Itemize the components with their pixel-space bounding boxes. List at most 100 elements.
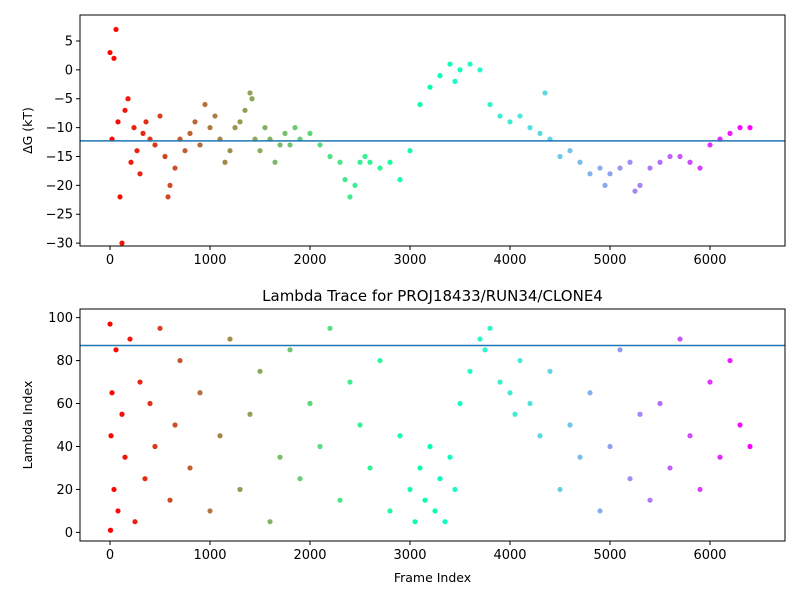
data-point bbox=[507, 390, 513, 396]
data-point bbox=[537, 130, 543, 136]
data-point bbox=[187, 130, 193, 136]
data-point bbox=[667, 465, 673, 471]
data-point bbox=[542, 90, 548, 96]
data-point bbox=[482, 347, 488, 353]
data-point bbox=[627, 159, 633, 165]
data-point bbox=[567, 422, 573, 428]
y-tick-label: 80 bbox=[56, 354, 73, 369]
data-point bbox=[182, 148, 188, 154]
y-tick-label: 0 bbox=[65, 63, 73, 78]
data-point bbox=[247, 411, 253, 417]
data-point bbox=[152, 142, 158, 148]
data-point bbox=[587, 171, 593, 177]
delta-g-axes-frame bbox=[79, 14, 786, 247]
data-point bbox=[432, 508, 438, 514]
data-point bbox=[297, 476, 303, 482]
data-point bbox=[452, 486, 458, 493]
data-point bbox=[267, 519, 273, 525]
data-point bbox=[167, 497, 173, 503]
data-point bbox=[249, 96, 255, 102]
data-point bbox=[697, 165, 703, 171]
data-point bbox=[487, 101, 493, 108]
data-point bbox=[307, 130, 313, 136]
data-point bbox=[272, 159, 278, 165]
data-point bbox=[132, 519, 138, 525]
data-point bbox=[557, 153, 563, 160]
data-point bbox=[387, 508, 393, 514]
data-point bbox=[457, 67, 463, 73]
y-tick-label: −10 bbox=[46, 121, 73, 136]
data-point bbox=[357, 159, 363, 165]
data-point bbox=[657, 400, 663, 407]
data-point bbox=[717, 454, 723, 460]
y-tick-label: 0 bbox=[65, 526, 73, 541]
data-point bbox=[637, 411, 643, 417]
data-point bbox=[247, 90, 253, 96]
data-point bbox=[212, 113, 218, 119]
y-tick-label: 40 bbox=[56, 440, 73, 455]
data-point bbox=[537, 433, 543, 439]
data-point bbox=[157, 325, 163, 331]
data-point bbox=[427, 84, 433, 90]
data-point bbox=[512, 411, 518, 417]
data-point bbox=[647, 497, 653, 503]
data-point bbox=[152, 443, 158, 450]
x-tick-label: 2000 bbox=[293, 548, 326, 563]
y-tick-label: −30 bbox=[46, 237, 73, 252]
data-point bbox=[202, 101, 208, 108]
data-point bbox=[517, 357, 523, 364]
data-point bbox=[317, 142, 323, 148]
data-point bbox=[140, 130, 146, 136]
data-point bbox=[737, 125, 743, 131]
data-point bbox=[342, 176, 348, 183]
data-point bbox=[607, 171, 613, 177]
delta-g-y-ticks: −30 −25 −20 −15 −10 −5 0 5 bbox=[46, 34, 80, 252]
data-point bbox=[427, 443, 433, 450]
data-point bbox=[607, 443, 613, 450]
data-point bbox=[107, 49, 113, 56]
x-tick-label: 0 bbox=[106, 548, 114, 563]
data-point bbox=[122, 107, 128, 113]
data-point bbox=[167, 182, 173, 188]
data-point bbox=[437, 73, 443, 79]
lambda-x-ticks: 0 1000 2000 3000 4000 5000 6000 bbox=[106, 541, 727, 563]
data-point bbox=[352, 182, 358, 188]
data-point bbox=[108, 433, 114, 439]
data-point bbox=[477, 67, 483, 73]
data-point bbox=[437, 476, 443, 482]
data-point bbox=[347, 194, 353, 200]
data-point bbox=[143, 119, 149, 125]
data-point bbox=[187, 465, 193, 471]
data-point bbox=[577, 159, 583, 165]
data-point bbox=[422, 497, 428, 503]
data-point bbox=[357, 422, 363, 428]
data-point bbox=[452, 78, 458, 85]
data-point bbox=[497, 113, 503, 119]
data-point bbox=[407, 486, 413, 493]
data-point bbox=[447, 454, 453, 460]
data-point bbox=[287, 142, 293, 148]
data-point bbox=[602, 182, 608, 188]
data-point bbox=[111, 55, 117, 61]
y-tick-label: −15 bbox=[46, 150, 73, 165]
data-point bbox=[142, 476, 148, 482]
data-point bbox=[117, 194, 123, 200]
y-tick-label: 20 bbox=[56, 483, 73, 498]
data-point bbox=[262, 125, 268, 131]
data-point bbox=[277, 142, 283, 148]
delta-g-panel: 0 1000 2000 3000 4000 5000 6000 −30 −25 −20 −15 −1… bbox=[20, 14, 786, 268]
data-point bbox=[457, 400, 463, 407]
data-point bbox=[737, 422, 743, 428]
data-point bbox=[687, 159, 693, 165]
data-point bbox=[113, 347, 119, 353]
x-tick-label: 5000 bbox=[593, 253, 626, 268]
data-point bbox=[257, 148, 263, 154]
y-tick-label: −5 bbox=[54, 92, 73, 107]
data-point bbox=[677, 336, 683, 342]
data-point bbox=[165, 194, 171, 200]
data-point bbox=[397, 176, 403, 183]
x-tick-label: 1000 bbox=[193, 548, 226, 563]
data-point bbox=[367, 159, 373, 165]
data-point bbox=[727, 130, 733, 136]
